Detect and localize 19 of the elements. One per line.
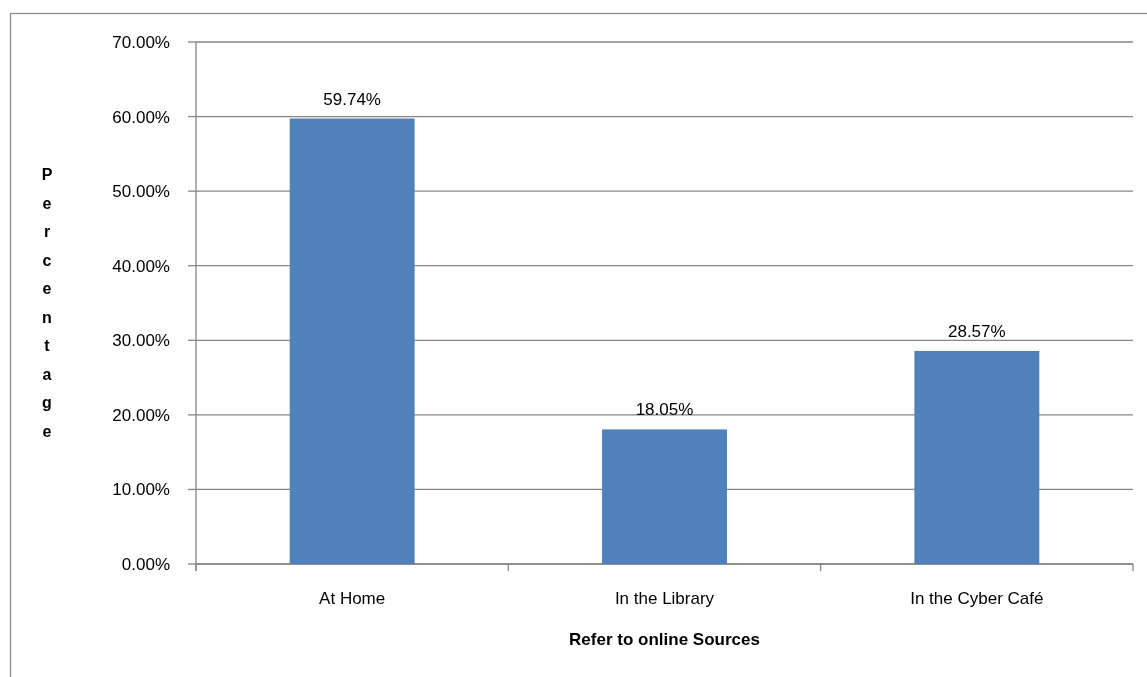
y-tick-label: 10.00%	[112, 480, 170, 500]
bar	[914, 350, 1040, 564]
y-tick-label: 20.00%	[112, 405, 170, 425]
y-tick-label: 70.00%	[112, 32, 170, 52]
x-tick-label: In the Cyber Café	[910, 589, 1044, 608]
bar	[289, 118, 415, 564]
data-label: 59.74%	[323, 89, 381, 109]
bar	[602, 429, 727, 564]
y-tick-label: 0.00%	[121, 554, 170, 574]
x-tick-label: At Home	[319, 589, 386, 608]
text: Percentage	[41, 166, 53, 440]
y-tick-label: 40.00%	[112, 256, 170, 276]
x-tick-label: In the Library	[614, 589, 715, 608]
data-label: 18.05%	[635, 400, 694, 420]
y-tick-label: 50.00%	[112, 182, 170, 202]
data-label: 28.57%	[948, 321, 1006, 341]
y-tick-label: 60.00%	[112, 107, 170, 127]
y-tick-label: 30.00%	[112, 331, 170, 351]
x-axis-title: Refer to online Sources	[569, 630, 760, 649]
